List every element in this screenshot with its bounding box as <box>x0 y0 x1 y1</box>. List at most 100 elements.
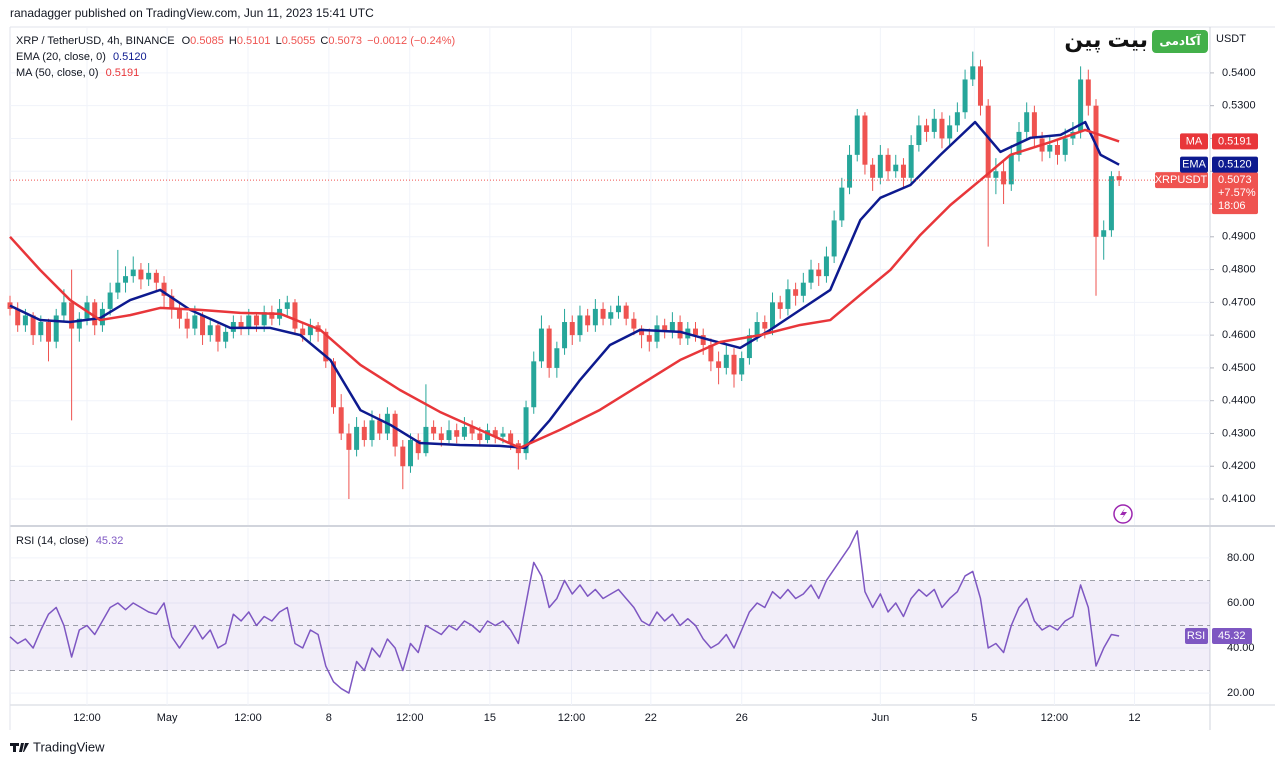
candle-body <box>400 446 406 467</box>
candle-body <box>808 269 814 283</box>
candle-body <box>985 105 991 178</box>
candle-body <box>924 125 930 132</box>
candle-body <box>423 426 429 454</box>
indicator-line <box>9 128 1120 450</box>
candle-body <box>585 315 591 326</box>
candle-body <box>153 272 159 283</box>
footer-logo <box>10 743 29 752</box>
candle-body <box>700 335 706 345</box>
candle-body <box>1047 145 1053 152</box>
candle-body <box>415 440 421 454</box>
rsi-value-tag <box>1212 628 1252 645</box>
candle-body <box>954 112 960 126</box>
candle-body <box>1031 112 1037 139</box>
rsi-band <box>10 579 1210 672</box>
candle-body <box>716 361 722 368</box>
candle-body <box>30 315 36 336</box>
legend-h: H <box>229 35 237 47</box>
candle-body <box>477 433 483 441</box>
candle-body <box>292 302 298 329</box>
candle-body <box>107 292 113 309</box>
legend-ema-name: EMA (20, close, 0) <box>16 51 106 63</box>
grid: 0.54000.53000.52000.51000.50000.49000.48… <box>10 28 1256 724</box>
candle-body <box>130 269 136 277</box>
candle-body <box>169 295 175 309</box>
legend-ohlc: XRP / TetherUSD, 4h, BINANCE O0.5085 H0.… <box>16 35 455 47</box>
candle-body <box>847 154 853 188</box>
rsi-value-label: 45.32 <box>1218 630 1246 642</box>
x-tick-label: 12:00 <box>558 712 586 724</box>
candle-body <box>523 407 529 454</box>
candle-body <box>692 328 698 336</box>
candle-body <box>962 79 968 113</box>
candle-body <box>92 302 98 326</box>
legend-o: O <box>182 35 191 47</box>
legend-rsi: RSI (14, close) 45.32 <box>16 535 123 547</box>
candle-body <box>46 322 52 342</box>
candle-body <box>438 433 444 441</box>
candle-body <box>184 318 190 329</box>
series-price-tag <box>1212 156 1258 173</box>
rsi-tag-name: RSI <box>1187 630 1205 642</box>
unit-label: USDT <box>1216 33 1246 45</box>
candle-body <box>669 322 675 332</box>
candle-body <box>608 312 614 319</box>
legend-ma-value: 0.5191 <box>106 67 140 79</box>
candle-body <box>346 433 352 450</box>
marks <box>7 51 1210 694</box>
candle-body <box>330 361 336 408</box>
candle-body <box>307 325 313 336</box>
candle-body <box>900 164 906 178</box>
y-tick-label: 0.4200 <box>1222 460 1256 472</box>
candle-body <box>708 344 714 362</box>
candle-body <box>908 145 914 178</box>
candle-body <box>115 282 121 293</box>
axis-tags: XRPUSDT 0.5073+7.57%18:06 EMA 0.5120 MA 0.519… <box>1155 133 1258 645</box>
candle-body <box>939 118 945 139</box>
legend-low: 0.5055 <box>282 35 316 47</box>
legend-l: L <box>276 35 282 47</box>
candle-body <box>15 308 21 326</box>
indicator-line <box>9 120 1120 450</box>
x-tick-label: 15 <box>484 712 496 724</box>
candle-body <box>739 358 745 375</box>
candle-body <box>831 220 837 257</box>
candle-body <box>200 315 206 336</box>
rsi-tick-label: 80.00 <box>1227 552 1255 564</box>
x-tick-label: 12:00 <box>1041 712 1069 724</box>
candle-body <box>793 289 799 296</box>
candle-body <box>816 269 822 277</box>
candle-body <box>269 312 275 319</box>
y-tick-label: 0.5400 <box>1222 67 1256 79</box>
x-tick-label: 12:00 <box>396 712 424 724</box>
lightning-icon[interactable] <box>1113 504 1133 524</box>
candle-body <box>354 426 360 450</box>
candle-body <box>731 354 737 375</box>
countdown: 18:06 <box>1218 200 1246 212</box>
candle-body <box>300 328 306 336</box>
candle-body <box>446 430 452 441</box>
candle-body <box>146 272 152 280</box>
symbol-tag-text: XRPUSDT <box>1155 174 1208 186</box>
candle-body <box>431 426 437 434</box>
candle-body <box>238 322 244 329</box>
candle-body <box>1054 145 1060 155</box>
legend-ema: EMA (20, close, 0) 0.5120 <box>16 51 147 63</box>
candle-body <box>562 322 568 349</box>
x-tick-label: Jun <box>871 712 889 724</box>
x-tick-label: 12:00 <box>234 712 262 724</box>
candle-body <box>69 302 75 329</box>
x-tick-label: May <box>157 712 178 724</box>
legend-ma-name: MA (50, close, 0) <box>16 67 99 79</box>
candle-body <box>485 430 491 441</box>
candle-body <box>931 118 937 132</box>
series-price-tag <box>1212 133 1258 150</box>
candle-body <box>1062 138 1068 155</box>
y-tick-label: 0.4500 <box>1222 362 1256 374</box>
legend-rsi-name: RSI (14, close) <box>16 535 89 547</box>
rsi-tick-label: 40.00 <box>1227 642 1255 654</box>
logo-badge-text: آکادمی <box>1159 33 1201 48</box>
candle-body <box>323 331 329 362</box>
candle-body <box>639 328 645 336</box>
candle-body <box>947 125 953 139</box>
